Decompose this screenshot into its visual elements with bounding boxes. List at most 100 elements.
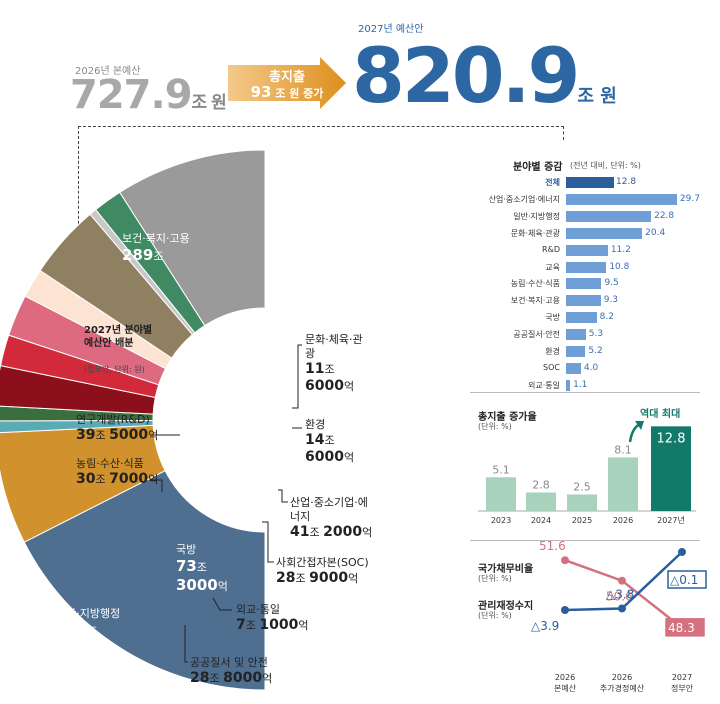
slice-label-public-order: 공공질서 및 안전 28조 8000억	[190, 656, 272, 687]
slice-value2: 3000억	[176, 575, 228, 594]
slice-name: 교육	[206, 339, 227, 352]
slice-name: 환경	[305, 418, 326, 431]
up-arrow-icon	[628, 421, 644, 443]
slice-label-health: 보건·복지·고용 289조	[122, 232, 190, 265]
vbar-value-label: 5.1	[492, 463, 510, 476]
vbar	[651, 426, 691, 511]
prev-budget-number: 727.9	[70, 72, 193, 118]
slice-name: 공공질서 및 안전	[190, 656, 268, 669]
slice-label-industry: 산업·중소기업·에너지 41조 2000억	[290, 496, 372, 541]
donut-center-sub: (정부안, 단위: 원)	[84, 365, 145, 374]
line-label-box	[665, 618, 705, 637]
hbar	[566, 210, 652, 222]
hbar-value-label: 9.5	[604, 278, 619, 289]
growth-rate-subtitle: (단위: %)	[478, 422, 512, 431]
hbar-value-label: 10.8	[609, 261, 630, 272]
vbar-category: 2026	[613, 516, 633, 525]
sector-change-subtitle: (전년 대비, 단위: %)	[570, 161, 641, 170]
hbar-category: 국방	[545, 313, 560, 323]
slice-name: 국방	[176, 543, 197, 556]
line-point	[678, 548, 686, 556]
donut-slice	[119, 149, 266, 327]
hbar-value-label: 22.8	[654, 210, 675, 221]
slice-label-education: 교육 110조 7000억	[206, 339, 258, 390]
hbar	[566, 295, 601, 307]
slice-value: 28조 8000억	[190, 669, 273, 686]
slice-value: 39조 5000억	[76, 426, 159, 443]
slice-name: 문화·체육·관광	[305, 333, 363, 360]
dashed-frame-top	[78, 126, 564, 127]
slice-value: 110조	[206, 352, 248, 371]
slice-label-soc: 사회간접자본(SOC) 28조 9000억	[276, 556, 369, 587]
hbar-value-label: 5.2	[588, 346, 603, 356]
balance-unit: (단위: %)	[478, 611, 512, 620]
line-point-label: 51.6	[539, 540, 566, 553]
hbar-category: 농림·수산·식품	[510, 279, 560, 289]
slice-name: 산업·중소기업·에너지	[290, 496, 368, 523]
slice-value2: 6000억	[305, 378, 355, 394]
divider	[470, 392, 700, 393]
slice-name: 연구개발(R&D)	[76, 413, 150, 426]
line-point-label: 50.6	[606, 590, 633, 604]
new-budget-unit: 조 원	[577, 86, 617, 107]
hbar	[566, 244, 608, 256]
new-budget-label: 2027년 예산안	[358, 24, 424, 35]
line-x-label: 2026	[612, 673, 632, 682]
slice-value: 11조	[305, 360, 335, 377]
donut-slice	[23, 470, 266, 691]
slice-value: 149조	[56, 620, 98, 639]
sector-change-title: 분야별 증감	[513, 162, 563, 173]
slice-name: 외교·통일	[236, 603, 280, 616]
hbar-value-label: 20.4	[645, 227, 666, 238]
debt-ratio-unit: (단위: %)	[478, 574, 512, 583]
leader-line	[150, 479, 163, 492]
fiscal-line-chart: 51.650.648.3△3.9△3.8△0.12026본예산2026추가경정예…	[531, 540, 707, 693]
line-point	[561, 606, 569, 614]
hbar	[566, 379, 571, 391]
hbar-value-label: 8.2	[599, 312, 614, 323]
slice-name: 일반·지방행정	[56, 607, 121, 620]
donut-slice	[0, 424, 166, 543]
vbar-value-label: 2.8	[532, 478, 550, 491]
slice-value: 28조 9000억	[276, 569, 359, 586]
prev-budget-label: 2026년 본예산	[75, 66, 141, 77]
new-budget-value: 820.9조 원	[352, 38, 617, 114]
hbar	[566, 346, 586, 357]
growth-rate-chart: 5.1 2023 2.8 2024 2.5 2025 8.1 2026 12.8 2027년	[478, 426, 696, 525]
balance-title: 관리재정수지	[478, 601, 534, 612]
hbar	[566, 329, 586, 341]
prev-budget-value: 727.9조 원	[70, 72, 227, 118]
vbar	[526, 492, 556, 511]
vbar	[567, 494, 597, 511]
new-budget-number: 820.9	[352, 31, 580, 120]
slice-name: 보건·복지·고용	[122, 232, 190, 245]
vbar-category: 2025	[572, 516, 592, 525]
slice-label-rnd: 연구개발(R&D) 39조 5000억	[76, 413, 158, 444]
arrow-line2: 93 조 원 증가	[238, 83, 336, 101]
slice-label-defense: 국방 73조 3000억	[176, 543, 228, 594]
hbar-value-label: 1.1	[573, 379, 588, 390]
leader-line	[292, 344, 302, 409]
line-x-label: 2026	[555, 673, 575, 682]
slice-name: 사회간접자본(SOC)	[276, 556, 369, 569]
vbar	[486, 477, 516, 511]
hbar-category: 교육	[545, 262, 560, 272]
arrow-line1: 총지출	[269, 70, 305, 85]
hbar-category: 환경	[545, 347, 560, 356]
leader-line	[184, 625, 188, 663]
hbar-value-label: 4.0	[583, 362, 599, 373]
slice-value: 14조	[305, 431, 335, 448]
leader-line	[278, 489, 288, 503]
debt-ratio-title: 국가채무비율	[478, 564, 534, 575]
slice-value: 73조	[176, 556, 207, 575]
hbar	[566, 362, 581, 374]
line-point	[618, 576, 626, 585]
slice-value: 30조 7000억	[76, 470, 159, 487]
slice-label-culture: 문화·체육·관광 11조 6000억	[305, 333, 365, 396]
hbar-value-label: 11.2	[610, 244, 631, 255]
vbar-value-label: 2.5	[573, 480, 591, 493]
prev-budget-unit: 조 원	[191, 93, 227, 113]
slice-label-general-admin: 일반·지방행정 149조	[56, 607, 120, 640]
hbar-value-label: 29.7	[679, 193, 700, 204]
hbar-category: 일반·지방행정	[513, 211, 560, 221]
